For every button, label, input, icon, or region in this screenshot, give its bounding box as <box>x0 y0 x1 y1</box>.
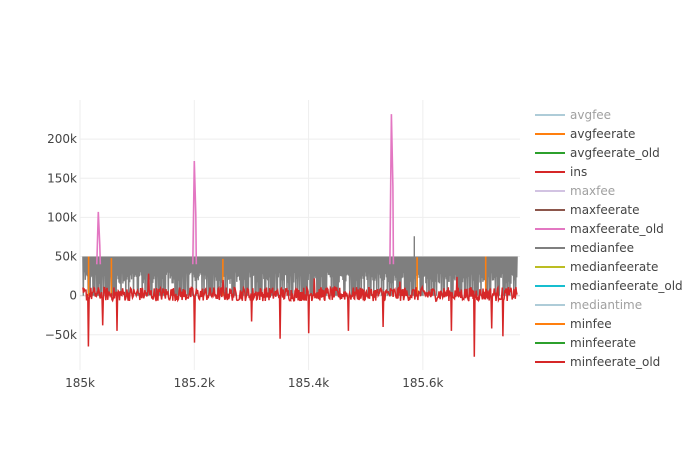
legend-label: maxfeerate <box>570 203 640 217</box>
x-tick-label: 185.6k <box>402 376 443 390</box>
x-tick-label: 185.2k <box>174 376 215 390</box>
series-line-medianfee <box>82 236 518 296</box>
y-tick-label: 100k <box>47 210 77 224</box>
legend-label: medianfee <box>570 241 634 255</box>
grid <box>79 100 520 370</box>
y-tick-label: −50k <box>45 328 77 342</box>
legend-item-mediantime[interactable]: mediantime <box>535 298 642 312</box>
x-tick-label: 185k <box>65 376 95 390</box>
axis-ticks: 185k 185.2k 185.4k 185.6k −50k 0 50k 100k 150k 20… <box>45 132 444 390</box>
series-line-maxfeerate_old <box>96 114 395 265</box>
x-tick-label: 185.4k <box>288 376 329 390</box>
legend-label: minfeerate_old <box>570 355 660 369</box>
legend-item-maxfee[interactable]: maxfee <box>535 184 615 198</box>
legend-label: avgfeerate_old <box>570 146 660 160</box>
legend-item-medianfeerate[interactable]: medianfeerate <box>535 260 658 274</box>
legend-label: maxfee <box>570 184 615 198</box>
legend-label: avgfeerate <box>570 127 635 141</box>
legend-label: avgfee <box>570 108 611 122</box>
y-tick-label: 200k <box>47 132 77 146</box>
legend-item-avgfeerate_old[interactable]: avgfeerate_old <box>535 146 660 160</box>
legend-label: medianfeerate <box>570 260 658 274</box>
legend-item-medianfeerate_old[interactable]: medianfeerate_old <box>535 279 683 293</box>
legend-item-maxfeerate_old[interactable]: maxfeerate_old <box>535 222 664 236</box>
legend-item-avgfee[interactable]: avgfee <box>535 108 611 122</box>
series-line-ins <box>82 273 518 357</box>
legend-label: medianfeerate_old <box>570 279 683 293</box>
legend-item-ins[interactable]: ins <box>535 165 587 179</box>
y-tick-label: 0 <box>69 289 77 303</box>
legend-label: minfee <box>570 317 612 331</box>
legend-item-minfee[interactable]: minfee <box>535 317 612 331</box>
legend-item-minfeerate[interactable]: minfeerate <box>535 336 636 350</box>
legend-label: maxfeerate_old <box>570 222 664 236</box>
legend-item-minfeerate_old[interactable]: minfeerate_old <box>535 355 660 369</box>
y-tick-label: 150k <box>47 171 77 185</box>
legend-label: minfeerate <box>570 336 636 350</box>
plot-area <box>82 114 518 357</box>
legend-item-maxfeerate[interactable]: maxfeerate <box>535 203 640 217</box>
legend-item-avgfeerate[interactable]: avgfeerate <box>535 127 635 141</box>
y-tick-label: 50k <box>55 250 77 264</box>
series-line-avgfeerate <box>87 256 487 296</box>
legend-label: ins <box>570 165 587 179</box>
legend-label: mediantime <box>570 298 642 312</box>
legend-item-medianfee[interactable]: medianfee <box>535 241 634 255</box>
